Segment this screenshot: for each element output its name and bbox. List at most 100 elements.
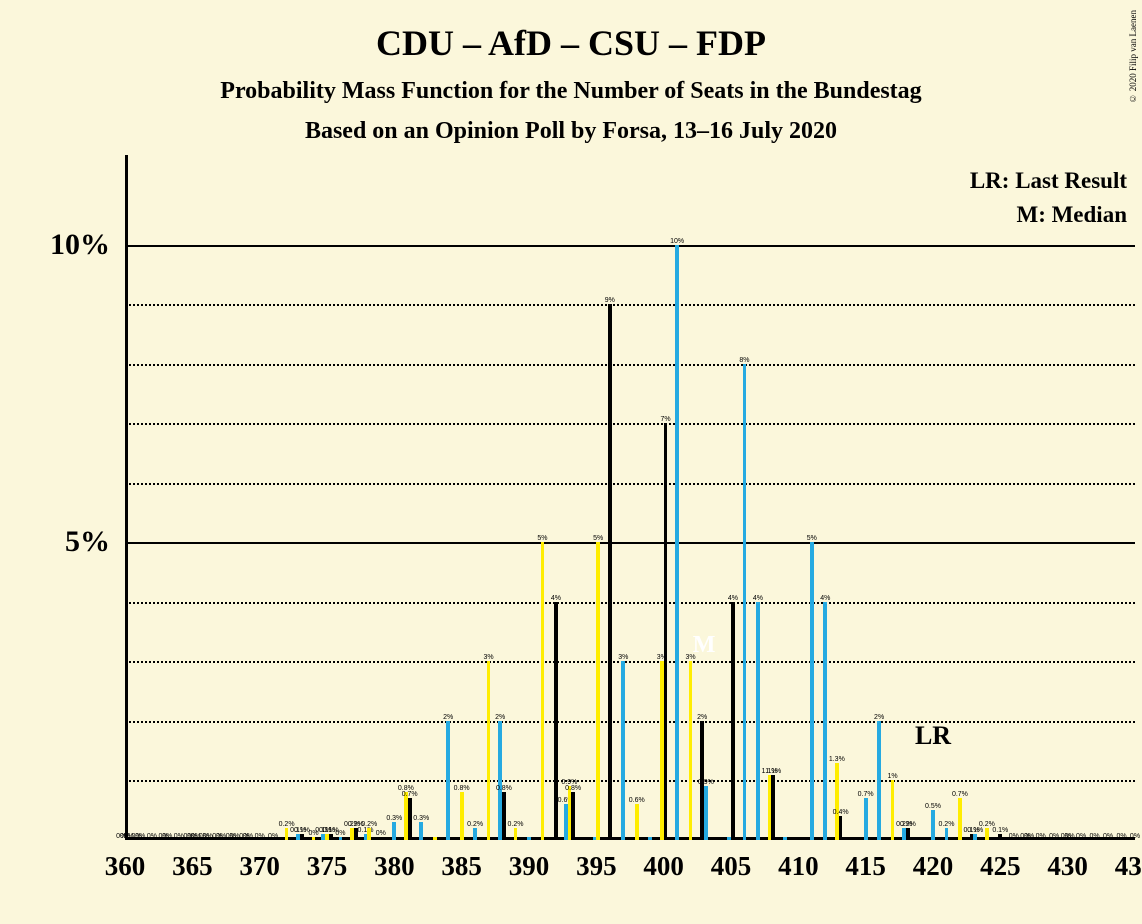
x-axis-tick-label: 365 bbox=[172, 851, 213, 882]
x-axis-tick-label: 410 bbox=[778, 851, 819, 882]
bar-value-label: 0.1% bbox=[992, 827, 1008, 834]
gridline bbox=[125, 304, 1135, 306]
chart-container: CDU – AfD – CSU – FDP Probability Mass F… bbox=[0, 0, 1142, 924]
bar: 0.1% bbox=[998, 834, 1002, 840]
bar-value-label: 0.2% bbox=[508, 821, 524, 828]
bar-value-label: 0.2% bbox=[467, 821, 483, 828]
bar-value-label: 0% bbox=[1064, 833, 1074, 840]
bar-value-label: 5% bbox=[807, 535, 817, 542]
bar-value-label: 0% bbox=[1049, 833, 1059, 840]
bar: 0% bbox=[312, 837, 316, 840]
bar-value-label: 0.2% bbox=[900, 821, 916, 828]
bar-value-label: 0.1% bbox=[967, 827, 983, 834]
bar-value-label: 0.4% bbox=[833, 809, 849, 816]
bar-value-label: 0.5% bbox=[925, 803, 941, 810]
bar: 0.1% bbox=[973, 834, 977, 840]
x-axis-tick-label: 400 bbox=[643, 851, 684, 882]
x-axis-tick-label: 405 bbox=[711, 851, 752, 882]
bar-value-label: 0% bbox=[1130, 833, 1140, 840]
chart-subtitle-1: Probability Mass Function for the Number… bbox=[0, 78, 1142, 105]
bar-value-label: 2% bbox=[697, 714, 707, 721]
gridline bbox=[125, 483, 1135, 485]
bar-value-label: 0.3% bbox=[413, 815, 429, 822]
y-axis-tick-label: 10% bbox=[50, 228, 110, 262]
bar: 0.9% bbox=[704, 786, 708, 840]
bar-value-label: 0% bbox=[174, 833, 184, 840]
bar: 10% bbox=[675, 245, 679, 840]
bar-value-label: 0.2% bbox=[938, 821, 954, 828]
bar: 0.5% bbox=[931, 810, 935, 840]
bar bbox=[648, 837, 652, 840]
bar: 0% bbox=[339, 837, 343, 840]
bar-value-label: 0.8% bbox=[454, 785, 470, 792]
bar-value-label: 4% bbox=[551, 595, 561, 602]
bar-value-label: 2% bbox=[495, 714, 505, 721]
bar bbox=[783, 837, 787, 840]
bar-value-label: 0% bbox=[1090, 833, 1100, 840]
last-result-marker: LR bbox=[915, 721, 951, 751]
bar: 3% bbox=[689, 661, 693, 840]
bar: 0.6% bbox=[635, 804, 639, 840]
gridline bbox=[125, 661, 1135, 663]
bar-value-label: 0% bbox=[1009, 833, 1019, 840]
bar: 0.4% bbox=[839, 816, 843, 840]
bar-value-label: 4% bbox=[728, 595, 738, 602]
x-axis-tick-label: 385 bbox=[441, 851, 482, 882]
median-marker: M bbox=[693, 632, 716, 659]
y-axis-line bbox=[125, 155, 128, 840]
bar-value-label: 0% bbox=[243, 833, 253, 840]
bar-value-label: 8% bbox=[739, 357, 749, 364]
gridline bbox=[125, 245, 1135, 247]
bar-value-label: 0% bbox=[255, 833, 265, 840]
bar: 7% bbox=[664, 423, 668, 840]
bar: 8% bbox=[743, 364, 747, 840]
bar: 0% bbox=[379, 837, 383, 840]
bar-value-label: 0% bbox=[230, 833, 240, 840]
bar: 0.8% bbox=[571, 792, 575, 840]
bar-value-label: 0% bbox=[1036, 833, 1046, 840]
bar bbox=[527, 837, 531, 840]
copyright-text: © 2020 Filip van Laenen bbox=[1128, 10, 1138, 103]
bar-value-label: 0% bbox=[216, 833, 226, 840]
x-axis-tick-label: 425 bbox=[980, 851, 1021, 882]
chart-title: CDU – AfD – CSU – FDP bbox=[0, 22, 1142, 64]
bar bbox=[433, 837, 437, 840]
bar-value-label: 3% bbox=[484, 654, 494, 661]
bar: 5% bbox=[541, 542, 545, 840]
bar-value-label: 4% bbox=[753, 595, 763, 602]
bar: 3% bbox=[487, 661, 491, 840]
bar-value-label: 0.9% bbox=[698, 779, 714, 786]
chart-subtitle-2: Based on an Opinion Poll by Forsa, 13–16… bbox=[0, 118, 1142, 145]
bar-value-label: 0% bbox=[268, 833, 278, 840]
bar: 2% bbox=[446, 721, 450, 840]
x-axis-tick-label: 390 bbox=[509, 851, 550, 882]
bar: 0.1% bbox=[300, 834, 304, 840]
bar: 0.2% bbox=[514, 828, 518, 840]
bar-value-label: 0.8% bbox=[496, 785, 512, 792]
bar-value-label: 10% bbox=[670, 238, 684, 245]
bar: 0.8% bbox=[460, 792, 464, 840]
bar: 5% bbox=[810, 542, 814, 840]
y-axis-tick-label: 5% bbox=[65, 525, 110, 559]
gridline bbox=[125, 780, 1135, 782]
x-axis-tick-label: 360 bbox=[105, 851, 146, 882]
bar-value-label: 0% bbox=[1024, 833, 1034, 840]
bar: 0.2% bbox=[473, 828, 477, 840]
x-axis-tick-label: 420 bbox=[913, 851, 954, 882]
bar-value-label: 9% bbox=[605, 297, 615, 304]
bar-value-label: 4% bbox=[820, 595, 830, 602]
bar: 0.2% bbox=[285, 828, 289, 840]
bar-value-label: 0% bbox=[1076, 833, 1086, 840]
bar: 0.2% bbox=[945, 828, 949, 840]
bar-value-label: 1.1% bbox=[765, 768, 781, 775]
bar-value-label: 0% bbox=[203, 833, 213, 840]
x-axis-tick-label: 430 bbox=[1047, 851, 1088, 882]
bar: 0.7% bbox=[958, 798, 962, 840]
bar: 0.3% bbox=[419, 822, 423, 840]
bar: 5% bbox=[596, 542, 600, 840]
bar-value-label: 0.7% bbox=[858, 791, 874, 798]
bar-value-label: 0.8% bbox=[565, 785, 581, 792]
bar: 0.2% bbox=[906, 828, 910, 840]
bar: 0.2% bbox=[985, 828, 989, 840]
bar-value-label: 0.3% bbox=[386, 815, 402, 822]
